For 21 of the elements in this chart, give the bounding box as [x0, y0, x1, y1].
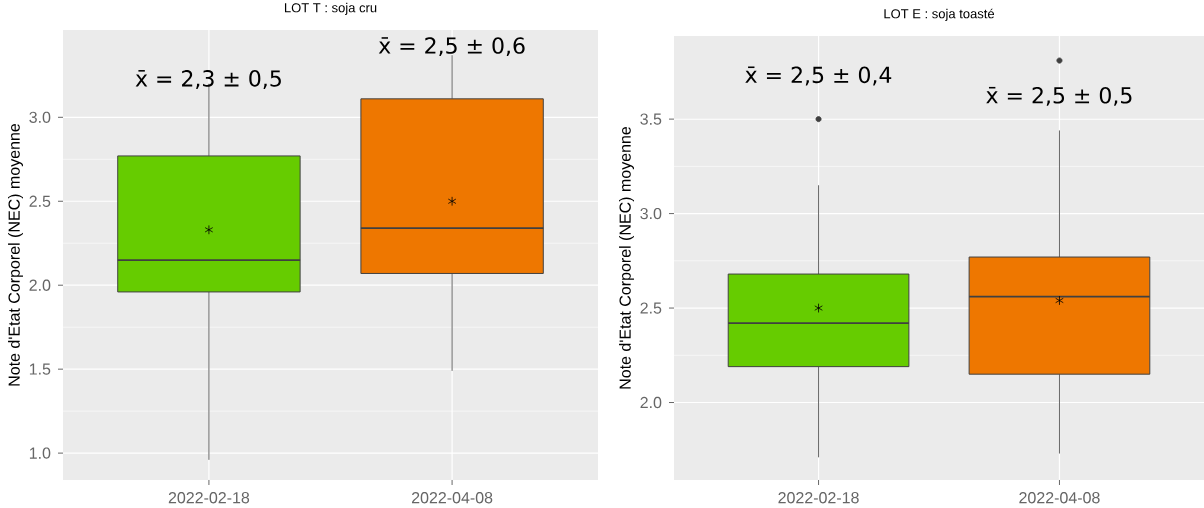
x-tick-label: 2022-02-18 [168, 492, 250, 504]
y-axis-title: Note d'Etat Corporel (NEC) moyenne [8, 123, 23, 386]
annotation: x̄ = 2,3 ± 0,5 [135, 70, 281, 89]
chart-title: LOT T : soja cru [284, 2, 377, 15]
y-tick-label: 2.5 [640, 302, 662, 314]
y-tick-label: 2.0 [640, 396, 662, 409]
annotation: x̄ = 2,5 ± 0,4 [745, 66, 892, 86]
y-tick-label: 3.5 [640, 113, 662, 125]
y-tick-label: 3.0 [29, 111, 51, 123]
annotation: x̄ = 2,5 ± 0,6 [378, 37, 525, 57]
y-tick-label: 2.0 [29, 279, 51, 291]
y-tick-label: 2.5 [29, 195, 51, 207]
x-tick-label: 2022-02-18 [778, 492, 859, 504]
y-axis-title: Note d'Etat Corporel (NEC) moyenne [619, 126, 634, 389]
annotation: x̄ = 2,5 ± 0,5 [986, 86, 1132, 106]
y-tick-label: 3.0 [640, 207, 662, 220]
x-tick-label: 2022-04-08 [411, 492, 493, 504]
y-tick-label: 1.5 [29, 363, 51, 375]
chart-title: LOT E : soja toasté [884, 8, 995, 21]
y-tick-label: 1.0 [29, 447, 51, 459]
x-tick-label: 2022-04-08 [1019, 492, 1100, 504]
